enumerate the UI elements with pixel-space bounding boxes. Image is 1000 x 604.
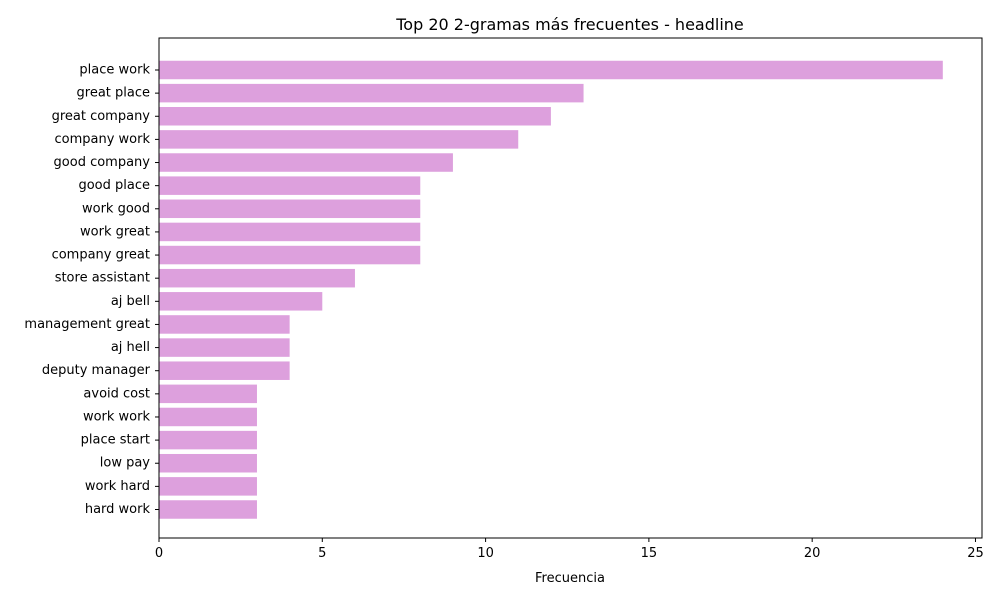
bar	[159, 407, 257, 427]
bar	[159, 361, 290, 380]
bar	[159, 384, 257, 404]
y-tick-label: store assistant	[55, 271, 150, 286]
bar	[159, 199, 421, 219]
y-tick-label: work work	[83, 409, 151, 424]
y-tick-label: company great	[52, 248, 150, 263]
bar	[159, 153, 453, 172]
bar	[159, 292, 323, 311]
y-tick-label: work good	[82, 201, 150, 216]
bar	[159, 245, 421, 265]
bar	[159, 130, 519, 149]
bar	[159, 60, 943, 80]
plot-frame	[158, 37, 983, 539]
bar	[159, 315, 290, 334]
y-tick-label: hard work	[85, 502, 151, 517]
y-tick-label: low pay	[100, 456, 151, 471]
y-tick-label: work hard	[85, 479, 150, 494]
bar	[159, 176, 421, 195]
y-tick-label: good company	[54, 155, 151, 170]
x-tick-label: 10	[477, 546, 494, 561]
x-tick-label: 20	[804, 546, 821, 561]
y-tick-label: great company	[52, 109, 151, 124]
y-tick-labels: place work great place great company compan…	[24, 63, 159, 517]
y-tick-label: work great	[80, 224, 150, 239]
bar	[159, 453, 257, 473]
y-tick-label: aj hell	[111, 340, 150, 355]
y-tick-label: place work	[79, 63, 150, 78]
chart-title: Top 20 2-gramas más frecuentes - headlin…	[395, 15, 744, 34]
y-tick-label: management great	[24, 317, 150, 332]
y-tick-label: avoid cost	[83, 386, 150, 401]
x-axis-label: Frecuencia	[535, 571, 605, 586]
bar	[159, 83, 584, 103]
y-tick-label: deputy manager	[42, 363, 151, 378]
bars-layer	[159, 60, 943, 519]
bar	[159, 477, 257, 496]
x-tick-label: 15	[641, 546, 658, 561]
x-tick-label: 25	[967, 546, 984, 561]
bar	[159, 430, 257, 450]
x-axis-ticks: 0 5 10 15 20 25	[155, 538, 984, 561]
bar	[159, 338, 290, 357]
x-tick-label: 0	[155, 546, 163, 561]
bar	[159, 222, 421, 242]
bar	[159, 500, 257, 519]
y-tick-label: great place	[77, 86, 150, 101]
y-tick-label: place start	[81, 433, 150, 448]
y-tick-label: company work	[54, 132, 150, 147]
bar	[159, 107, 551, 126]
x-tick-label: 5	[318, 546, 326, 561]
y-tick-label: aj bell	[111, 294, 150, 309]
bar	[159, 268, 355, 288]
y-tick-label: good place	[78, 178, 150, 193]
